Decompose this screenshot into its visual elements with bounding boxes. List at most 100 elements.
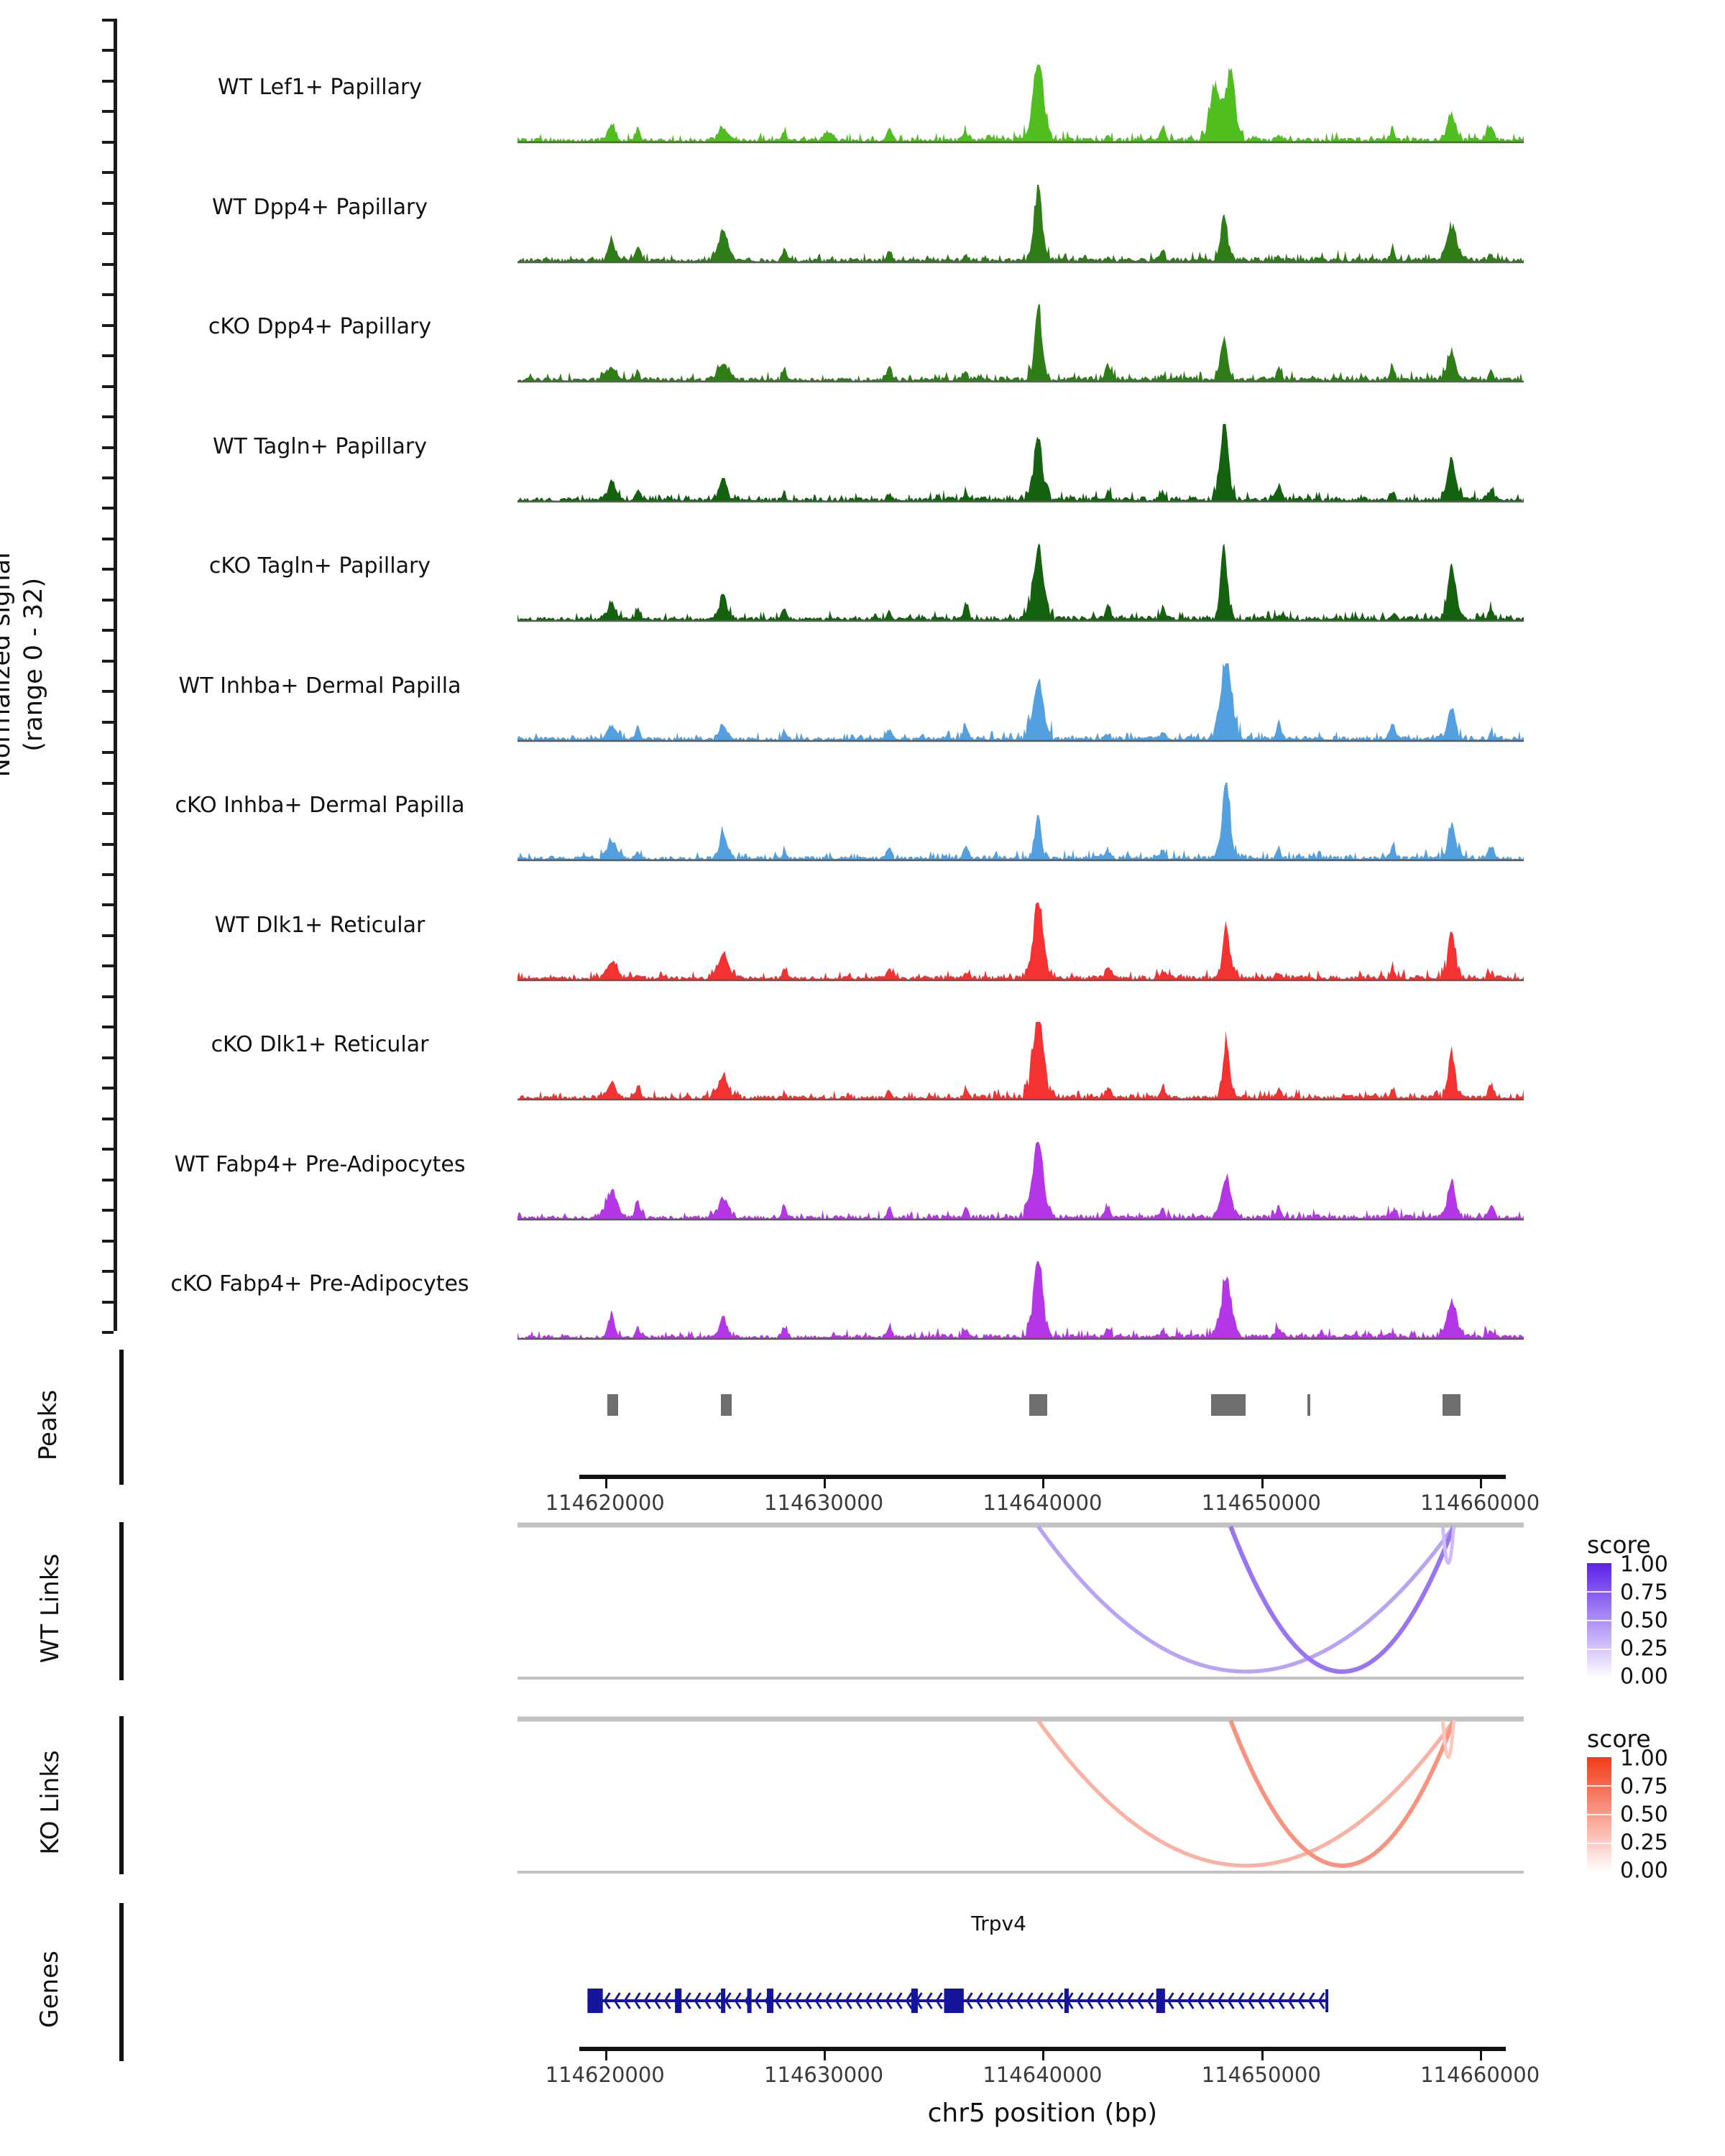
gene-strand-arrow-left-icon [834, 1992, 842, 2009]
gene-strand-arrow-left-icon [885, 1992, 893, 2009]
gene-exon[interactable] [1156, 1989, 1165, 2013]
y-axis-tick [102, 568, 114, 571]
link-arc[interactable] [1036, 1525, 1455, 1674]
x-axis-tick [1480, 2051, 1483, 2060]
ko-links-legend-colorbar [1587, 1757, 1611, 1872]
y-axis-tick [102, 934, 114, 937]
x-axis-line [579, 1475, 1506, 1479]
coverage-area [518, 1022, 1524, 1100]
gene-exon[interactable] [675, 1989, 682, 2013]
x-axis-tick [604, 1479, 607, 1488]
link-arc[interactable] [1228, 1525, 1456, 1674]
y-axis-tick [102, 140, 114, 144]
wt-links-legend-title: score [1587, 1531, 1651, 1559]
gene-strand-arrow-left-icon [1106, 1992, 1114, 2009]
gene-strand-arrow-left-icon [1056, 1992, 1064, 2009]
coverage-area [518, 184, 1524, 262]
gene-exon[interactable] [911, 1989, 918, 2013]
coverage-area [518, 902, 1524, 980]
x-axis-tick [1480, 1479, 1483, 1488]
link-arc[interactable] [1036, 1719, 1455, 1868]
signal-track-8 [518, 1022, 1524, 1102]
wt-legend-tick-3: 0.25 [1620, 1636, 1668, 1662]
gene-exon[interactable] [721, 1989, 726, 2013]
y-axis-label: Normalized signal (range 0 - 32) [0, 392, 50, 938]
peaks-section-bar [119, 1350, 124, 1485]
gene-strand-arrow-left-icon [724, 1992, 732, 2009]
ko-legend-tick-4: 0.00 [1620, 1858, 1668, 1884]
signal-track-label-4: cKO Tagln+ Papillary [208, 553, 431, 579]
gene-strand-arrow-left-icon [613, 1992, 621, 2009]
coverage-area [518, 1261, 1524, 1339]
gene-strand-arrow-left-icon [603, 1992, 611, 2009]
link-arc[interactable] [1440, 1526, 1456, 1565]
gene-strand-arrow-left-icon [1046, 1992, 1054, 2009]
ko-links-score-legend: score 1.00 0.75 0.50 0.25 0.00 [1587, 1725, 1699, 1884]
x-axis-tick-label: 114660000 [1420, 2063, 1540, 2087]
x-axis-tick [1042, 2051, 1045, 2060]
y-axis-tick [102, 995, 114, 998]
peak-region[interactable] [721, 1394, 732, 1416]
x-axis-tick [1261, 2051, 1264, 2060]
gene-strand-arrow-left-icon [1247, 1992, 1255, 2009]
peak-region[interactable] [607, 1394, 618, 1416]
gene-strand-arrow-left-icon [684, 1992, 691, 2009]
y-axis-tick [102, 232, 114, 236]
y-axis-tick [102, 79, 114, 83]
ko-links-track-canvas [518, 1716, 1524, 1874]
peak-region[interactable] [1307, 1394, 1311, 1416]
y-axis-tick [102, 1087, 114, 1090]
y-axis-tick [102, 598, 114, 602]
peak-region[interactable] [1029, 1394, 1047, 1416]
gene-strand-arrow-left-icon [905, 1992, 913, 2009]
y-axis-tick [102, 446, 114, 449]
gene-strand-arrow-left-icon [1207, 1992, 1215, 2009]
wt-links-section-bar [119, 1522, 124, 1680]
gene-strand-arrow-left-icon [1167, 1992, 1174, 2009]
gene-strand-arrow-left-icon [794, 1992, 802, 2009]
gene-strand-arrow-left-icon [1016, 1992, 1024, 2009]
genes-section-label: Genes [35, 1950, 64, 2028]
y-axis-tick [102, 1300, 114, 1304]
peak-region[interactable] [1443, 1394, 1460, 1416]
gene-strand-arrow-left-icon [1217, 1992, 1225, 2009]
gene-strand-arrow-left-icon [855, 1992, 862, 2009]
gene-exon[interactable] [747, 1989, 752, 2013]
link-arc[interactable] [1440, 1720, 1456, 1759]
gene-exon[interactable] [1064, 1989, 1069, 2013]
y-axis-tick [102, 49, 114, 52]
link-arc[interactable] [1228, 1719, 1456, 1868]
y-axis-tick [102, 842, 114, 846]
gene-exon[interactable] [944, 1989, 964, 2013]
y-axis-tick [102, 1148, 114, 1151]
gene-strand-arrow-left-icon [754, 1992, 762, 2009]
gene-strand-arrow-left-icon [734, 1992, 742, 2009]
gene-strand-arrow-left-icon [1177, 1992, 1184, 2009]
gene-exon[interactable] [766, 1989, 774, 2013]
wt-links-legend-ticks: 1.00 0.75 0.50 0.25 0.00 [1620, 1552, 1699, 1690]
x-axis-tick [604, 2051, 607, 2060]
y-axis-tick [102, 903, 114, 907]
gene-strand-arrow-left-icon [1036, 1992, 1044, 2009]
signal-track-6 [518, 783, 1524, 863]
y-axis-tick [102, 201, 114, 205]
y-axis-tick [102, 110, 114, 114]
signal-track-5 [518, 663, 1524, 744]
gene-strand-arrow-left-icon [965, 1992, 973, 2009]
gene-strand-arrow-left-icon [1116, 1992, 1124, 2009]
gene-strand-arrow-left-icon [653, 1992, 661, 2009]
gene-strand-arrow-left-icon [1086, 1992, 1094, 2009]
gene-strand-arrow-left-icon [1257, 1992, 1265, 2009]
y-axis-tick [102, 262, 114, 266]
peak-region[interactable] [1210, 1394, 1246, 1416]
gene-strand-arrow-left-icon [1126, 1992, 1134, 2009]
gene-strand-arrow-left-icon [1076, 1992, 1084, 2009]
wt-legend-tick-2: 0.50 [1620, 1608, 1668, 1634]
x-axis-tick-label: 114640000 [983, 2063, 1103, 2087]
wt-legend-tick-4: 0.00 [1620, 1664, 1668, 1690]
y-axis-tick [102, 751, 114, 755]
y-axis-tick [102, 690, 114, 694]
signal-track-label-6: cKO Inhba+ Dermal Papilla [175, 793, 465, 818]
gene-exon[interactable] [587, 1989, 603, 2013]
gene-strand-arrow-left-icon [1277, 1992, 1285, 2009]
